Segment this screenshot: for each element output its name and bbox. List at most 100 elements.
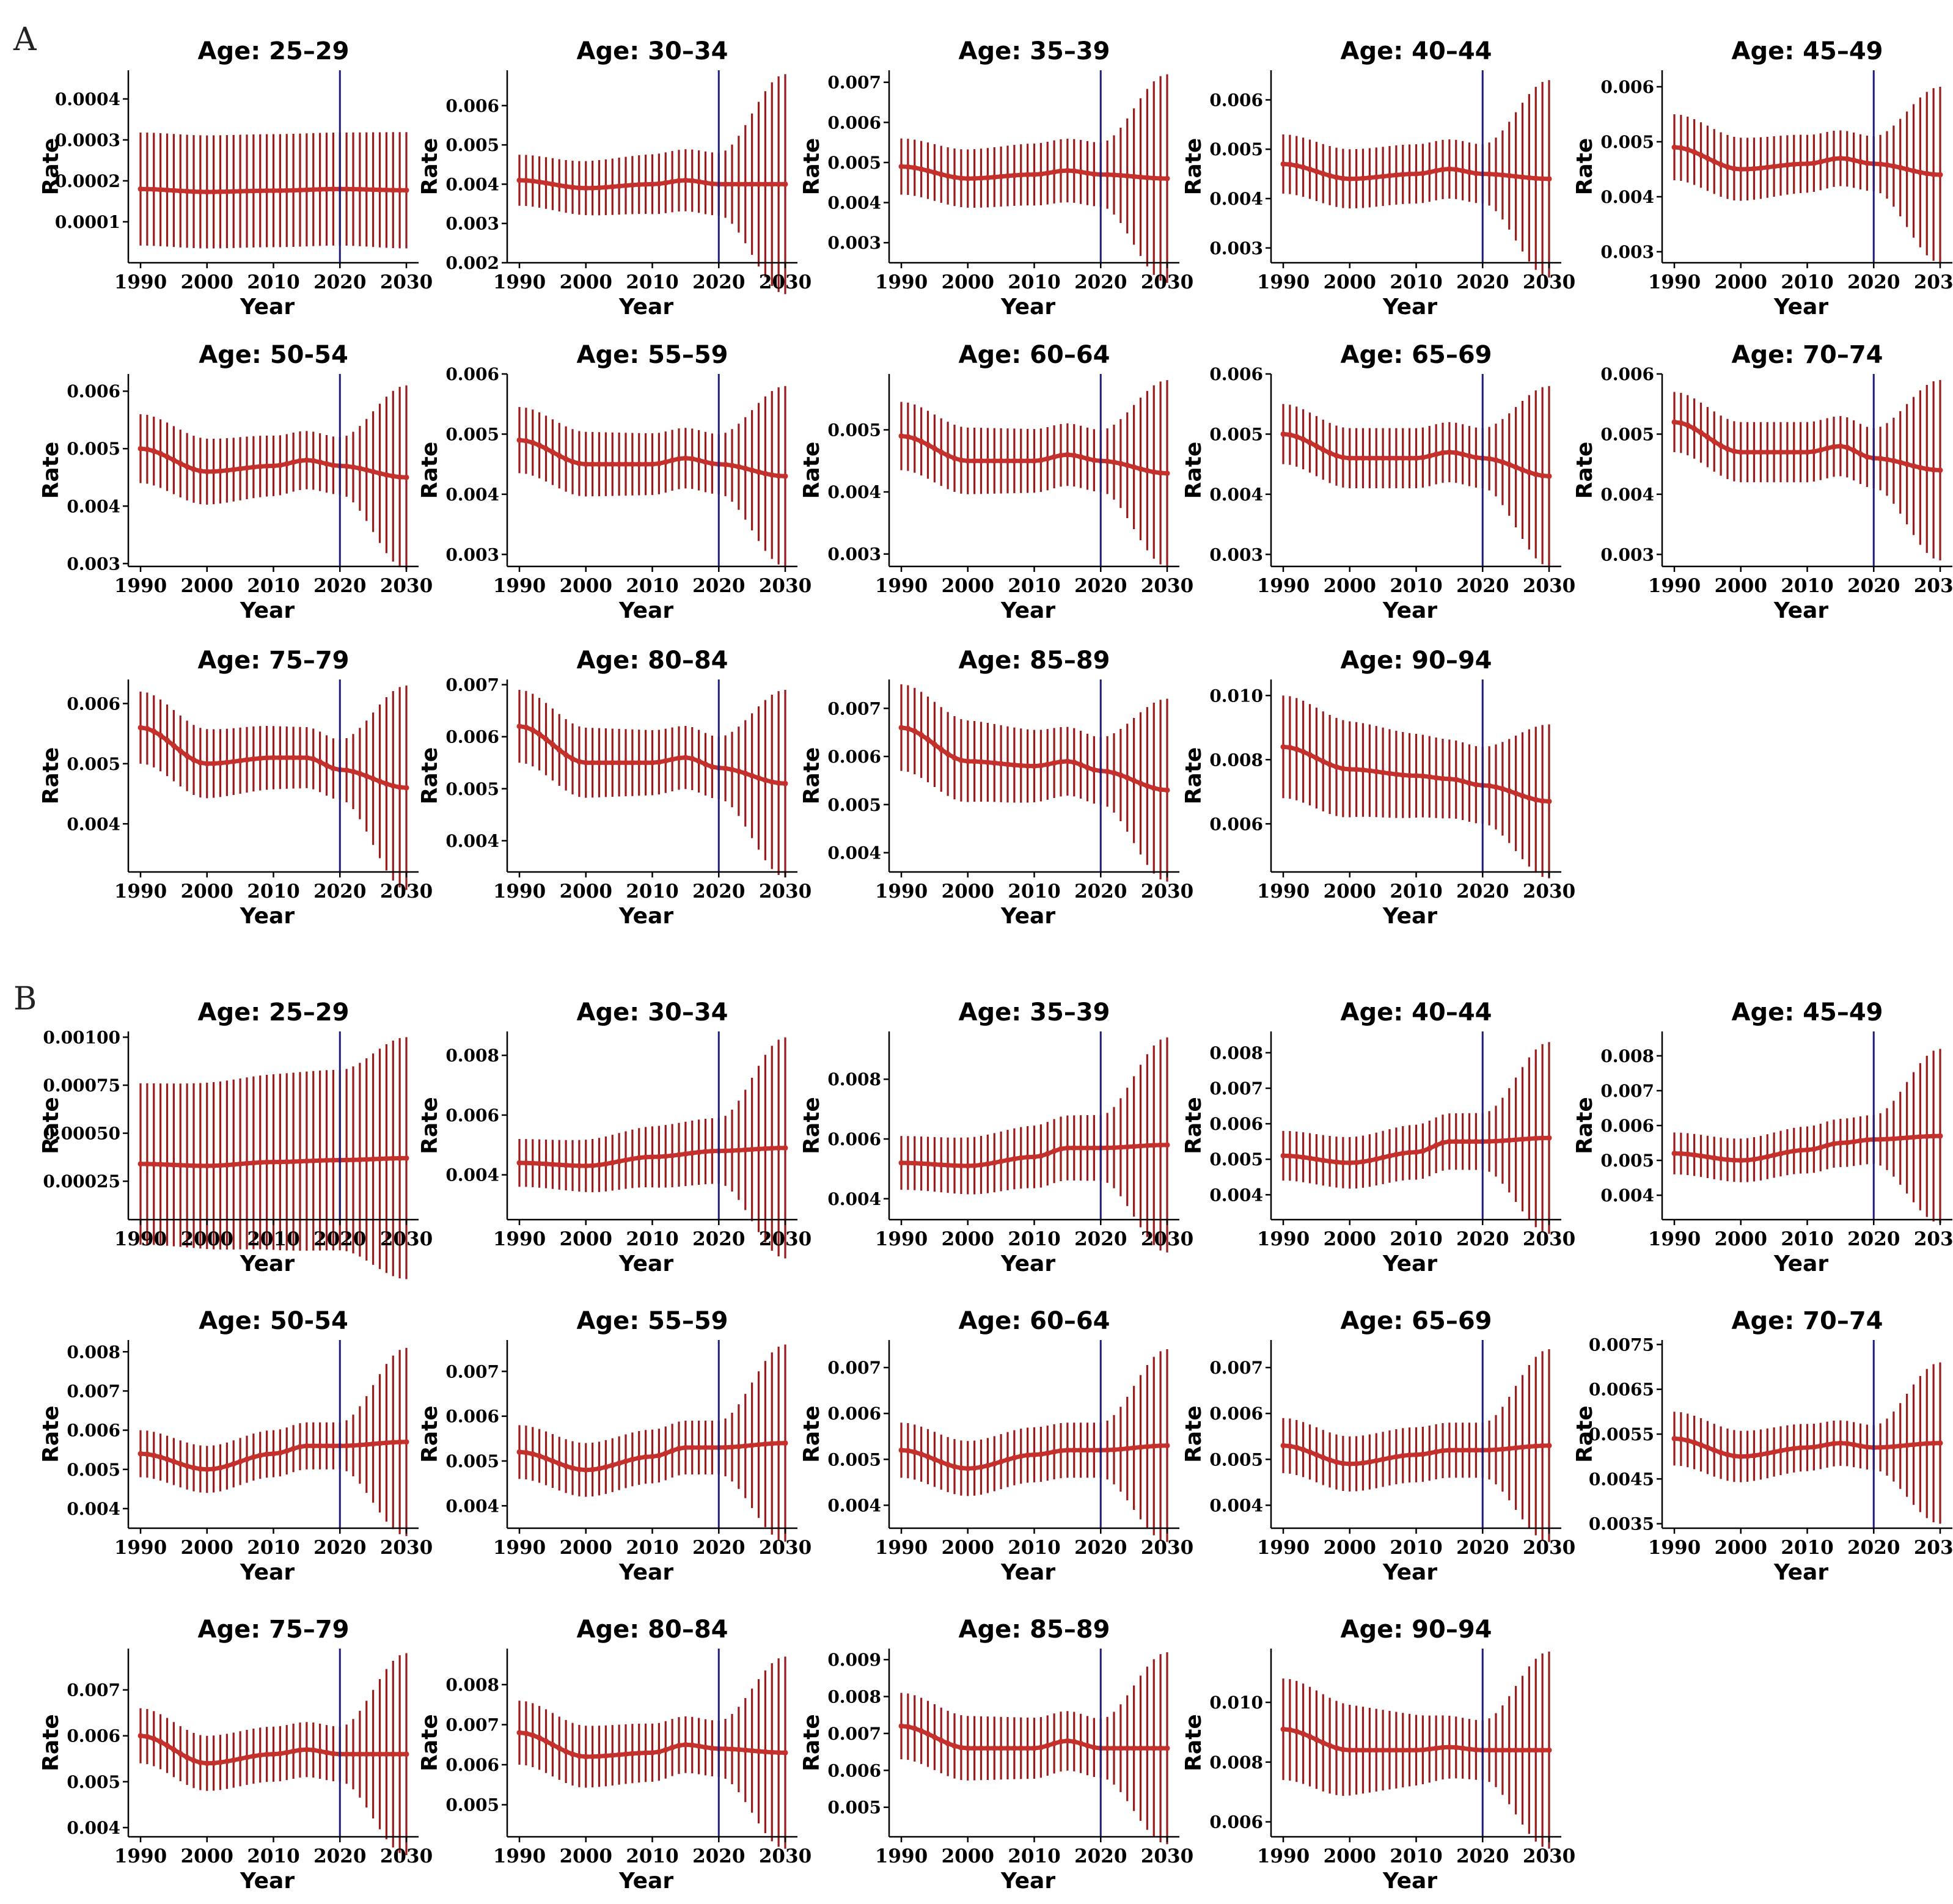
- mean-point: [1340, 766, 1346, 772]
- mean-point: [390, 473, 396, 479]
- mean-point: [958, 1465, 964, 1471]
- mean-point: [1446, 776, 1453, 782]
- mean-point: [1151, 1142, 1157, 1148]
- mean-point: [1500, 1747, 1506, 1753]
- mean-point: [177, 1751, 183, 1757]
- x-axis-label: Year: [240, 1251, 295, 1276]
- mean-point: [1526, 1747, 1532, 1753]
- mean-point: [1937, 172, 1943, 178]
- mean-point: [224, 467, 230, 474]
- mean-point: [1520, 793, 1525, 799]
- mean-point: [1446, 166, 1453, 172]
- mean-point: [244, 1160, 250, 1166]
- y-tick-label: 0.006: [827, 112, 881, 133]
- mean-point: [1327, 172, 1333, 178]
- mean-point: [324, 1749, 329, 1756]
- mean-point: [951, 174, 958, 180]
- x-axis-label: Year: [240, 598, 295, 623]
- mean-point: [609, 184, 615, 190]
- x-tick-label: 2020: [313, 881, 366, 903]
- subplot-title: Age: 55–59: [577, 1307, 728, 1335]
- x-tick-label: 2010: [1390, 1845, 1442, 1867]
- mean-point: [1817, 447, 1823, 453]
- mean-point: [1911, 1134, 1916, 1140]
- mean-point: [1085, 456, 1090, 462]
- mean-point: [898, 725, 904, 731]
- mean-point: [1506, 1137, 1512, 1143]
- mean-point: [230, 467, 236, 473]
- mean-point: [1366, 175, 1372, 181]
- mean-point: [523, 438, 529, 444]
- y-axis-label: Rate: [417, 138, 442, 196]
- mean-point: [211, 469, 217, 475]
- mean-point: [1473, 170, 1479, 177]
- mean-point: [1044, 456, 1050, 462]
- y-tick-label: 0.004: [1209, 1495, 1263, 1515]
- mean-point: [1366, 455, 1372, 461]
- mean-point: [1327, 1159, 1333, 1165]
- mean-point: [397, 474, 403, 480]
- mean-point: [736, 1746, 742, 1752]
- mean-point: [623, 1751, 629, 1757]
- mean-point: [1891, 1443, 1897, 1449]
- mean-point: [736, 1147, 742, 1153]
- mean-point: [905, 1724, 911, 1730]
- mean-point: [1138, 1745, 1143, 1751]
- y-tick-label: 0.006: [1209, 814, 1263, 834]
- mean-point: [271, 188, 276, 194]
- subplot-B-11: Age: 75–79 0.004 0.005 0.006 0.007 1990 2000 20…: [38, 1616, 433, 1894]
- mean-point: [1413, 1149, 1419, 1155]
- mean-point: [576, 1466, 582, 1473]
- mean-point: [1671, 1435, 1677, 1441]
- mean-point: [965, 1745, 971, 1751]
- x-tick-label: 2030: [759, 271, 812, 293]
- mean-point: [530, 439, 536, 445]
- y-tick-label: 0.006: [445, 364, 499, 384]
- mean-point: [1884, 1444, 1890, 1450]
- x-tick-label: 2020: [1456, 1228, 1509, 1250]
- y-tick-label: 0.006: [1600, 77, 1654, 97]
- mean-point: [1844, 156, 1850, 162]
- mean-point: [1078, 761, 1084, 767]
- mean-point: [1791, 1148, 1797, 1154]
- mean-point: [556, 453, 562, 459]
- mean-point: [1018, 1155, 1024, 1161]
- mean-point: [1467, 1447, 1472, 1453]
- mean-point: [603, 1161, 609, 1167]
- mean-point: [1473, 782, 1479, 788]
- mean-point: [938, 1737, 944, 1743]
- mean-point: [1018, 172, 1024, 178]
- x-axis-label: Year: [1382, 295, 1437, 320]
- mean-point: [1467, 453, 1472, 459]
- mean-point: [742, 181, 749, 187]
- y-tick-label: 0.006: [445, 1105, 499, 1126]
- mean-point: [530, 1160, 536, 1166]
- mean-point: [184, 1463, 190, 1469]
- mean-point: [1380, 1747, 1386, 1753]
- mean-point: [1280, 1152, 1286, 1159]
- mean-point: [1420, 773, 1426, 779]
- mean-point: [662, 180, 669, 186]
- mean-point: [1778, 163, 1784, 169]
- subplot-title: Age: 50-54: [199, 341, 348, 369]
- mean-point: [1493, 457, 1499, 463]
- mean-point: [304, 457, 310, 463]
- mean-point: [310, 1158, 317, 1164]
- mean-point: [1791, 161, 1797, 167]
- mean-point: [1704, 1154, 1710, 1160]
- mean-point: [1520, 467, 1525, 473]
- mean-point: [543, 1455, 549, 1462]
- subplot-A-9: Age: 65–69 0.003 0.004 0.005 0.006 1990 2000 20…: [1181, 341, 1575, 623]
- mean-point: [623, 183, 629, 189]
- y-tick-label: 0.006: [1600, 1116, 1654, 1136]
- mean-point: [1038, 1153, 1044, 1159]
- mean-point: [1333, 453, 1339, 459]
- mean-point: [603, 1753, 609, 1759]
- mean-point: [1897, 1135, 1904, 1141]
- mean-point: [556, 1745, 562, 1751]
- mean-point: [629, 1751, 636, 1757]
- y-tick-label: 0.0065: [1589, 1380, 1654, 1400]
- x-tick-label: 2000: [1324, 1845, 1376, 1867]
- x-tick-label: 2030: [1141, 881, 1193, 903]
